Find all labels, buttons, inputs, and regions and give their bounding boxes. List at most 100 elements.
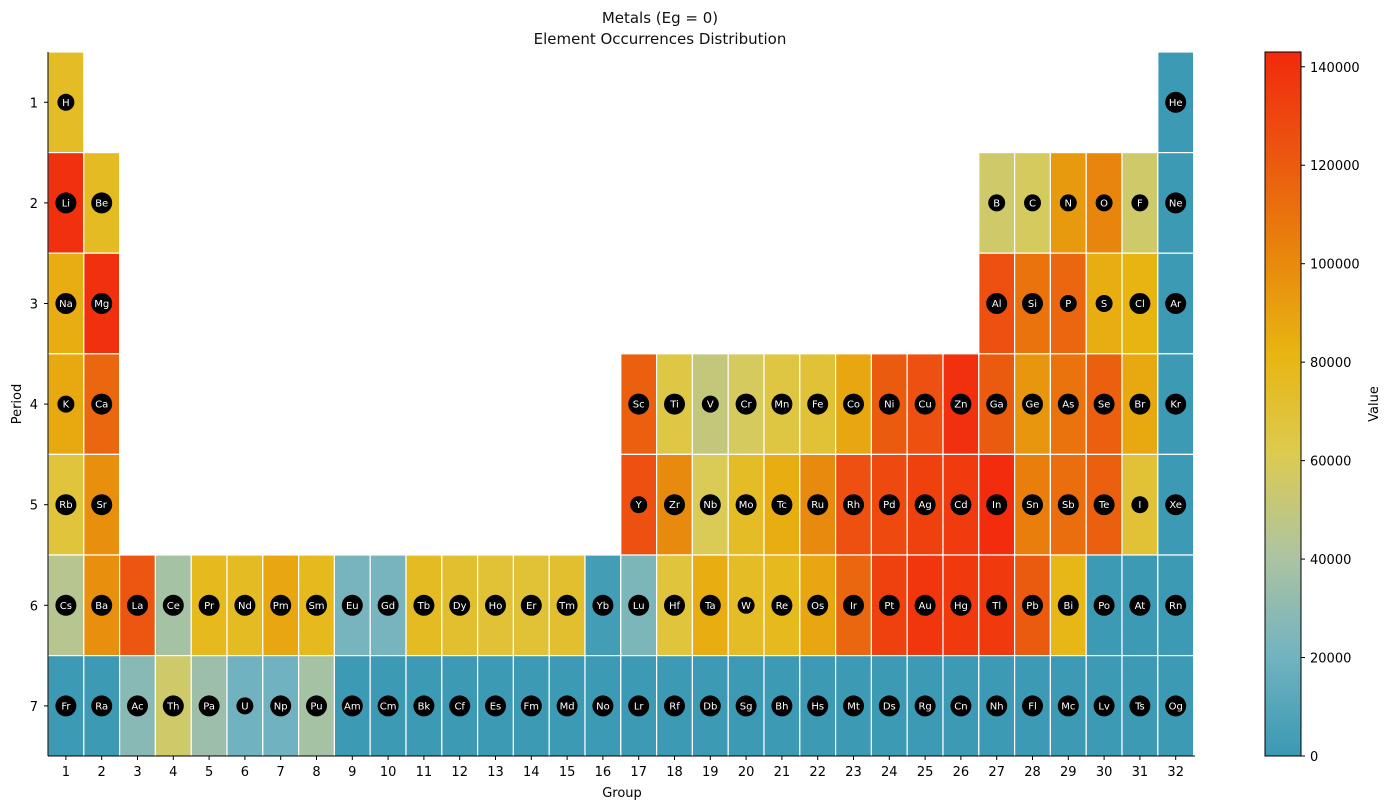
x-tick-label: 15 [559, 765, 576, 780]
symbol-y: Y [635, 500, 643, 511]
marker-cs [55, 594, 77, 616]
symbol-hs: Hs [811, 701, 824, 712]
marker-pb [1022, 594, 1043, 616]
symbol-c: C [1029, 198, 1036, 209]
symbol-dy: Dy [453, 601, 467, 612]
symbol-ti: Ti [669, 400, 679, 411]
marker-se [1093, 393, 1115, 415]
marker-sc [628, 393, 650, 415]
symbol-yb: Yb [596, 601, 609, 612]
symbol-cr: Cr [741, 400, 753, 411]
colorbar-label: Value [1367, 386, 1382, 422]
marker-n [1059, 194, 1077, 212]
marker-si [1022, 293, 1043, 314]
marker-bi [1057, 594, 1079, 616]
marker-cf [449, 695, 471, 717]
marker-th [162, 695, 184, 717]
symbol-ts: Ts [1134, 701, 1145, 712]
symbol-ga: Ga [990, 400, 1004, 411]
colorbar-tick-label: 20000 [1310, 652, 1351, 667]
symbol-nh: Nh [990, 701, 1004, 712]
x-tick-label: 6 [241, 765, 249, 780]
x-tick-label: 22 [809, 765, 826, 780]
cell-no [584, 654, 622, 757]
symbol-rh: Rh [847, 500, 860, 511]
symbol-cn: Cn [954, 701, 967, 712]
marker-bk [413, 695, 435, 717]
x-tick-label: 21 [774, 765, 791, 780]
symbol-ra: Ra [95, 701, 108, 712]
symbol-er: Er [526, 601, 537, 612]
symbol-kr: Kr [1170, 400, 1182, 411]
marker-mt [843, 695, 864, 717]
x-tick-label: 13 [487, 765, 504, 780]
symbol-po: Po [1098, 601, 1110, 612]
marker-u [236, 697, 254, 715]
y-tick-label: 4 [30, 398, 38, 413]
marker-es [485, 695, 506, 717]
marker-au [914, 594, 936, 616]
x-tick-label: 26 [953, 765, 970, 780]
symbol-cd: Cd [954, 500, 967, 511]
symbol-sn: Sn [1026, 500, 1039, 511]
symbol-sg: Sg [740, 701, 753, 712]
y-axis-label: Period [10, 384, 25, 425]
symbol-pa: Pa [203, 701, 215, 712]
symbol-og: Og [1169, 701, 1183, 712]
symbol-ac: Ac [131, 701, 143, 712]
colorbar-gradient [1264, 51, 1302, 757]
marker-ne [1165, 192, 1187, 214]
symbol-la: La [132, 601, 144, 612]
marker-mn [771, 393, 793, 415]
marker-rn [1165, 594, 1187, 616]
colorbar-tick-label: 80000 [1310, 356, 1351, 371]
symbol-ge: Ge [1026, 400, 1040, 411]
marker-ti [664, 393, 685, 415]
x-tick-label: 19 [702, 765, 719, 780]
x-tick-label: 16 [595, 765, 612, 780]
marker-c [1024, 194, 1041, 212]
marker-bh [771, 695, 793, 717]
symbol-rb: Rb [59, 500, 72, 511]
marker-p [1059, 295, 1077, 312]
marker-xe [1165, 494, 1187, 516]
marker-o [1095, 194, 1113, 212]
marker-nh [986, 695, 1008, 717]
marker-ar [1165, 293, 1187, 314]
marker-ag [914, 494, 936, 516]
symbol-o: O [1100, 198, 1108, 209]
symbol-te: Te [1098, 500, 1110, 511]
marker-yb [592, 594, 614, 616]
cell-md [548, 654, 586, 757]
marker-s [1095, 295, 1113, 312]
symbol-db: Db [703, 701, 717, 712]
marker-br [1129, 393, 1151, 415]
symbol-ni: Ni [884, 400, 894, 411]
x-axis-label: Group [602, 786, 642, 801]
marker-cl [1129, 293, 1151, 314]
marker-zn [950, 393, 972, 415]
symbol-pm: Pm [273, 601, 289, 612]
marker-co [843, 393, 864, 415]
symbol-co: Co [847, 400, 860, 411]
symbol-f: F [1137, 198, 1143, 209]
x-tick-label: 9 [348, 765, 356, 780]
x-tick-label: 23 [845, 765, 862, 780]
symbol-rg: Rg [918, 701, 931, 712]
marker-sb [1057, 494, 1079, 516]
symbol-bk: Bk [418, 701, 431, 712]
symbol-mt: Mt [847, 701, 860, 712]
marker-ga [986, 393, 1008, 415]
marker-fl [1022, 695, 1043, 717]
symbol-bh: Bh [775, 701, 788, 712]
marker-at [1129, 594, 1151, 616]
symbol-be: Be [95, 198, 108, 209]
symbol-nb: Nb [703, 500, 717, 511]
colorbar-tick-label: 140000 [1310, 61, 1360, 76]
x-tick-label: 24 [881, 765, 898, 780]
symbol-al: Al [992, 299, 1002, 310]
marker-er [520, 594, 542, 616]
symbol-tc: Tc [776, 500, 787, 511]
symbol-mc: Mc [1061, 701, 1075, 712]
